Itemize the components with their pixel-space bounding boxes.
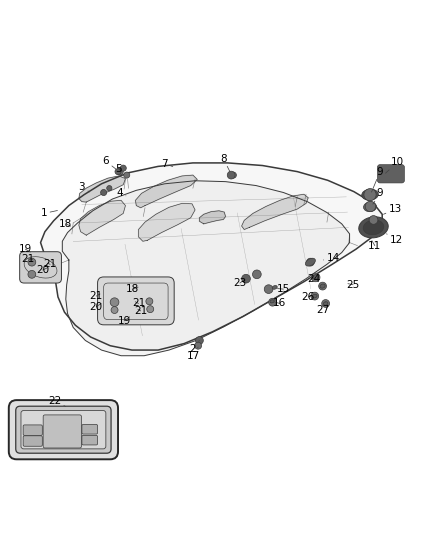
Text: 15: 15 (277, 284, 290, 294)
Ellipse shape (312, 294, 317, 298)
Circle shape (124, 172, 130, 178)
Ellipse shape (363, 220, 384, 235)
Text: 9: 9 (371, 167, 383, 192)
Text: 4: 4 (117, 188, 126, 198)
Text: 17: 17 (187, 347, 200, 361)
Circle shape (116, 168, 123, 175)
Polygon shape (135, 175, 197, 208)
Text: 21: 21 (134, 306, 147, 316)
Text: 27: 27 (316, 302, 329, 315)
FancyBboxPatch shape (23, 425, 42, 435)
Text: 10: 10 (385, 157, 404, 173)
Circle shape (364, 189, 376, 201)
Text: 5: 5 (116, 164, 122, 174)
Circle shape (365, 201, 376, 212)
FancyBboxPatch shape (21, 410, 106, 449)
FancyBboxPatch shape (82, 424, 98, 434)
Ellipse shape (272, 286, 277, 289)
Circle shape (230, 172, 237, 178)
Circle shape (194, 342, 201, 349)
Text: 23: 23 (233, 278, 247, 288)
Circle shape (311, 292, 319, 300)
Text: 21: 21 (21, 254, 34, 264)
Ellipse shape (21, 254, 60, 281)
Text: 25: 25 (346, 280, 360, 290)
Circle shape (107, 185, 112, 191)
Ellipse shape (313, 274, 318, 279)
FancyBboxPatch shape (9, 400, 118, 459)
Circle shape (307, 258, 314, 266)
Polygon shape (79, 176, 125, 202)
FancyBboxPatch shape (43, 415, 81, 448)
Text: 2: 2 (190, 341, 199, 354)
Circle shape (28, 270, 36, 278)
Ellipse shape (362, 189, 378, 200)
Polygon shape (79, 200, 125, 235)
Ellipse shape (305, 258, 315, 266)
Polygon shape (41, 163, 382, 350)
Text: 21: 21 (43, 260, 57, 269)
Text: 13: 13 (384, 204, 402, 214)
Text: 21: 21 (90, 291, 103, 301)
Circle shape (227, 171, 235, 179)
FancyBboxPatch shape (98, 277, 174, 325)
Circle shape (264, 285, 273, 294)
Circle shape (311, 273, 320, 282)
Circle shape (369, 215, 378, 224)
Polygon shape (62, 181, 350, 356)
Ellipse shape (320, 284, 325, 288)
Polygon shape (242, 194, 308, 230)
Circle shape (195, 336, 203, 344)
Circle shape (268, 298, 276, 306)
Text: 6: 6 (102, 156, 116, 169)
Ellipse shape (270, 300, 274, 303)
Circle shape (120, 165, 126, 171)
Text: 1: 1 (41, 208, 57, 219)
Text: 19: 19 (117, 316, 131, 326)
Text: 20: 20 (90, 302, 103, 312)
Polygon shape (138, 204, 195, 241)
Text: 18: 18 (126, 284, 139, 294)
FancyBboxPatch shape (20, 252, 61, 283)
Circle shape (242, 274, 251, 283)
Text: 9: 9 (373, 188, 383, 204)
Circle shape (28, 258, 36, 266)
Text: 12: 12 (387, 234, 403, 245)
Circle shape (101, 189, 107, 196)
Text: 8: 8 (220, 154, 230, 172)
Circle shape (111, 306, 118, 313)
Text: 7: 7 (161, 159, 173, 169)
Circle shape (147, 305, 154, 313)
Text: 14: 14 (323, 253, 339, 263)
FancyBboxPatch shape (378, 165, 404, 183)
Circle shape (110, 298, 119, 306)
Text: 19: 19 (19, 244, 32, 254)
Ellipse shape (364, 202, 377, 212)
Circle shape (322, 300, 329, 308)
Text: 11: 11 (368, 240, 381, 251)
Text: 22: 22 (48, 395, 66, 407)
FancyBboxPatch shape (82, 435, 98, 445)
Text: 24: 24 (307, 273, 321, 284)
FancyBboxPatch shape (23, 436, 42, 446)
Circle shape (146, 298, 153, 305)
Text: 3: 3 (78, 182, 89, 192)
Text: 20: 20 (36, 265, 49, 275)
Circle shape (115, 168, 121, 175)
Text: 16: 16 (273, 298, 286, 309)
FancyBboxPatch shape (16, 406, 111, 453)
Ellipse shape (359, 217, 388, 238)
Circle shape (319, 282, 326, 290)
Text: 26: 26 (302, 292, 315, 302)
Polygon shape (199, 211, 226, 224)
Text: 18: 18 (59, 219, 72, 229)
Circle shape (253, 270, 261, 279)
Text: 21: 21 (132, 298, 145, 309)
Ellipse shape (324, 302, 328, 305)
